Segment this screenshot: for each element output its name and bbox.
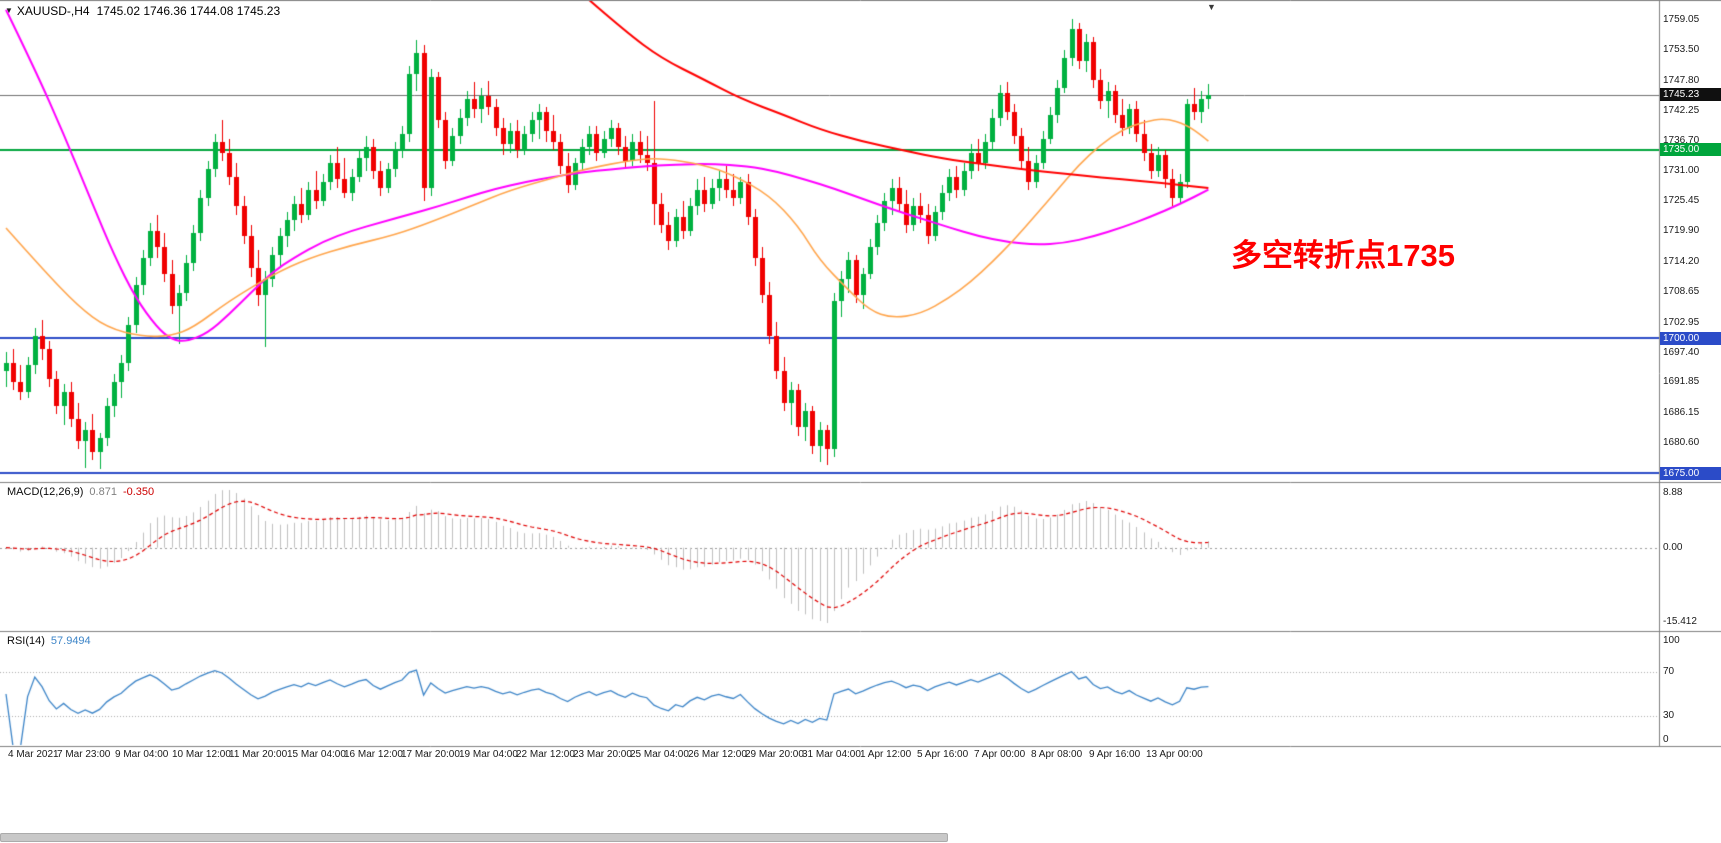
chart-title: ▼ XAUUSD-,H4 1745.02 1746.36 1744.08 1745.… (5, 4, 280, 18)
rsi-label: RSI(14) (7, 635, 45, 647)
rsi-label-row: RSI(14) 57.9494 (7, 635, 91, 647)
macd-label-row: MACD(12,26,9) 0.871 -0.350 (7, 486, 154, 498)
annotation-text[interactable]: 多空转折点1735 (1231, 238, 1455, 273)
macd-value-main: 0.871 (89, 486, 117, 498)
level-tag-1700: 1700.00 (1660, 332, 1721, 345)
ohlc-values: 1745.02 1746.36 1744.08 1745.23 (96, 4, 281, 18)
level-tag-1735: 1735.00 (1660, 143, 1721, 156)
current-price-tag: 1745.23 (1660, 88, 1721, 101)
level-tag-1675: 1675.00 (1660, 467, 1721, 480)
chart-shift-marker-icon[interactable]: ▼ (1207, 2, 1216, 12)
rsi-value: 57.9494 (50, 635, 91, 647)
symbol-title: XAUUSD-,H4 (16, 4, 90, 18)
horizontal-scrollbar[interactable] (0, 833, 948, 842)
macd-value-signal: -0.350 (122, 486, 155, 498)
one-click-trading-arrow-icon[interactable]: ▼ (5, 6, 13, 15)
macd-label: MACD(12,26,9) (7, 486, 84, 498)
